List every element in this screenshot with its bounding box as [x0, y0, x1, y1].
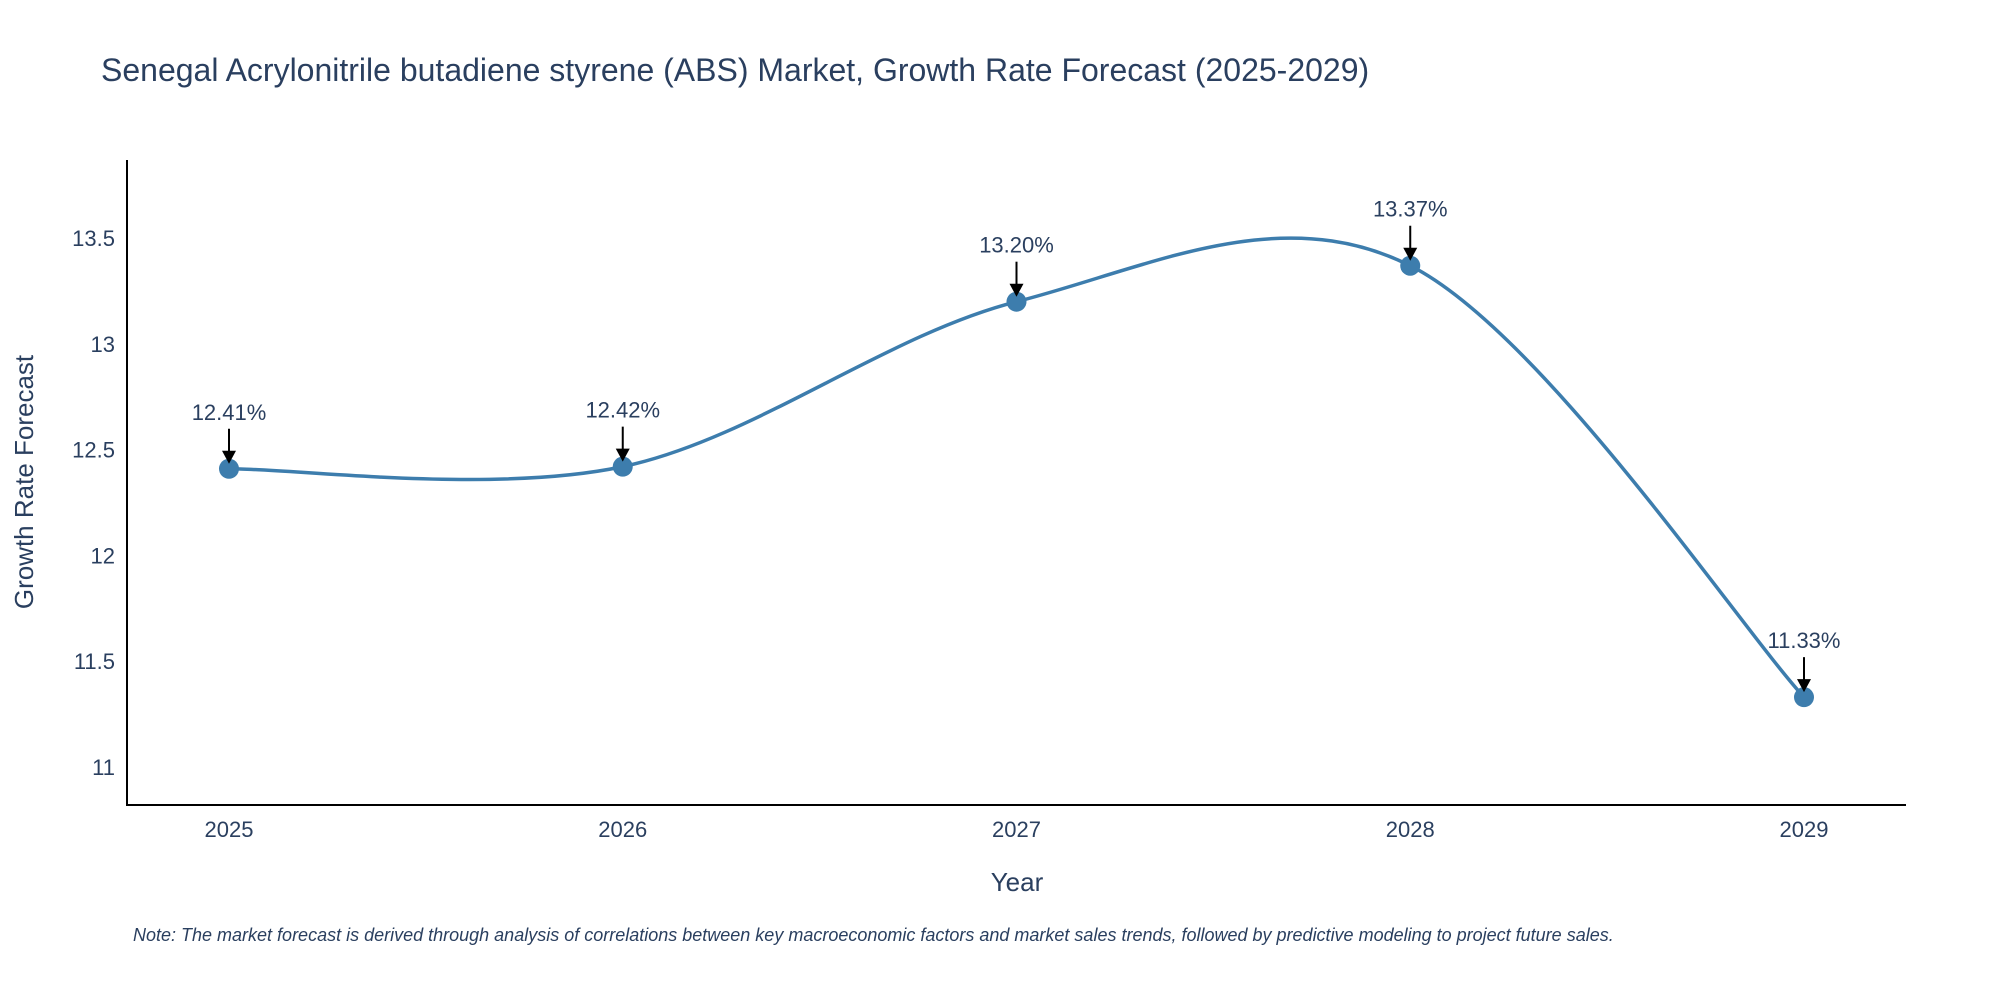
x-tick-label: 2029	[1780, 817, 1829, 842]
annotation-arrow-head	[222, 450, 236, 464]
footnote: Note: The market forecast is derived thr…	[133, 925, 1614, 945]
data-annotation: 11.33%	[1768, 628, 1841, 693]
data-point-marker	[1400, 255, 1421, 276]
y-tick-label: 12.5	[72, 438, 115, 463]
y-tick-label: 13	[91, 332, 115, 357]
data-label: 13.20%	[979, 233, 1054, 258]
y-tick-labels: 11 11.5 12 12.5 13 13.5	[72, 226, 115, 780]
data-label-annotations: 12.41% 12.42% 13.20% 13.37% 11.33%	[192, 197, 1841, 693]
y-tick-label: 12	[91, 543, 115, 568]
data-label: 11.33%	[1768, 628, 1841, 653]
x-tick-label: 2028	[1386, 817, 1435, 842]
data-point-marker	[219, 458, 239, 479]
growth-rate-series-line	[228, 236, 1806, 699]
data-label: 13.37%	[1373, 197, 1448, 222]
x-axis-title: Year	[991, 867, 1044, 897]
data-point-marker	[1006, 291, 1027, 312]
y-axis-title: Growth Rate Forecast	[9, 354, 39, 609]
data-annotation: 12.41%	[192, 400, 267, 464]
annotation-arrow-head	[1009, 283, 1024, 297]
data-annotation: 13.37%	[1373, 197, 1448, 261]
annotation-arrow-head	[1403, 247, 1418, 261]
data-point-marker	[1794, 687, 1814, 708]
annotation-arrow-head	[1797, 679, 1811, 693]
y-tick-label: 11	[92, 755, 115, 780]
data-point-marker	[612, 456, 633, 477]
x-tick-label: 2027	[992, 817, 1041, 842]
data-label: 12.41%	[192, 400, 267, 425]
chart-title: Senegal Acrylonitrile butadiene styrene …	[101, 52, 1369, 88]
annotation-arrow-head	[615, 448, 630, 462]
x-tick-label: 2026	[598, 817, 647, 842]
data-label: 12.42%	[585, 398, 660, 423]
y-tick-label: 13.5	[72, 226, 115, 251]
data-annotation: 12.42%	[585, 398, 660, 462]
x-tick-labels: 2025 2026 2027 2028 2029	[205, 817, 1829, 842]
data-annotation: 13.20%	[979, 233, 1054, 297]
y-tick-label: 11.5	[74, 649, 115, 674]
data-point-markers	[219, 255, 1814, 708]
x-tick-label: 2025	[205, 817, 254, 842]
